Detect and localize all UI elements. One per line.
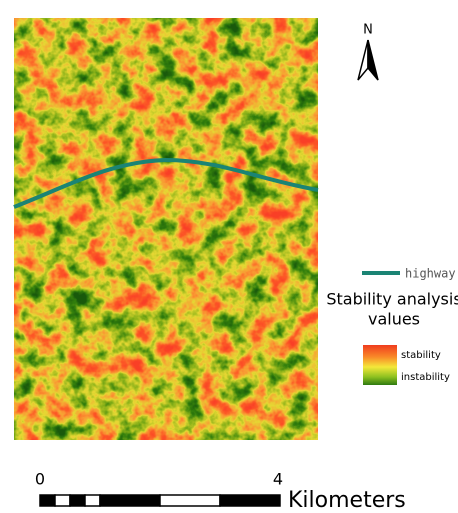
legend-high-label: stability <box>401 350 441 361</box>
scale-segment <box>159 494 221 507</box>
legend-low-label: instability <box>401 372 450 383</box>
scale-label: 0 <box>35 470 45 489</box>
north-arrow: N <box>357 23 379 81</box>
stability-raster <box>14 18 318 440</box>
legend: highway Stability analysis values stabil… <box>326 267 458 385</box>
scale-segment <box>219 494 281 507</box>
scale-unit: Kilometers <box>288 488 406 513</box>
scale-bar: 0 4 Kilometers <box>35 470 406 513</box>
north-arrow-right <box>367 39 379 81</box>
highway-line <box>13 157 319 209</box>
legend-gradient <box>363 345 397 385</box>
legend-highway-label: highway <box>405 267 456 281</box>
scale-label: 4 <box>273 470 283 489</box>
legend-title: Stability analysis <box>326 290 458 309</box>
scale-segment <box>99 494 161 507</box>
legend-title: values <box>368 310 420 329</box>
scale-segment <box>54 494 71 507</box>
scale-segment <box>39 494 56 507</box>
north-arrow-left <box>357 39 369 81</box>
north-label: N <box>363 23 373 38</box>
scale-segment <box>84 494 101 507</box>
scale-segment <box>69 494 86 507</box>
